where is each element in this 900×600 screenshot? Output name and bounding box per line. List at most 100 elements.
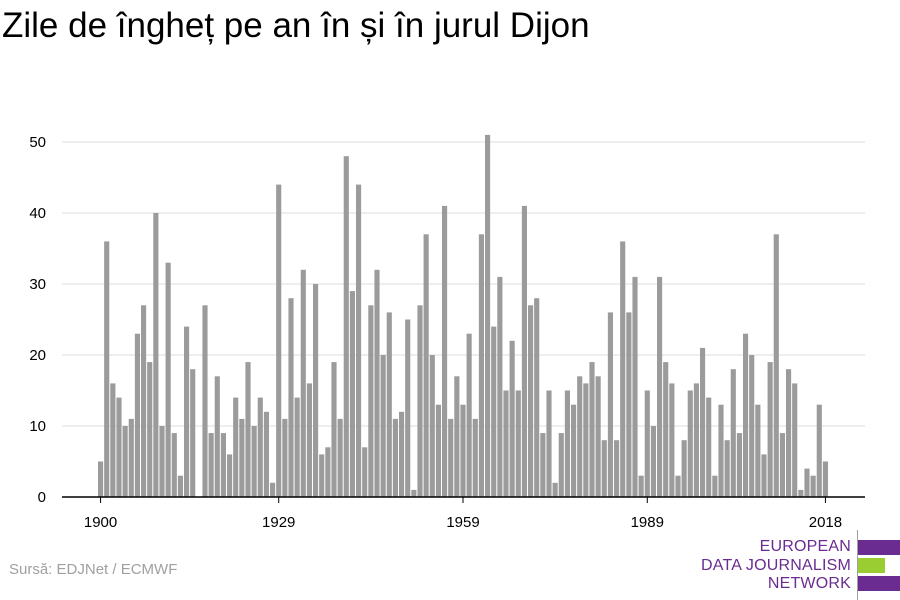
bar-1928 — [270, 482, 276, 497]
bar-1992 — [663, 362, 669, 497]
bar-1945 — [374, 269, 380, 497]
bar-1999 — [706, 397, 712, 497]
bar-1942 — [356, 184, 362, 497]
bar-1962 — [478, 234, 484, 498]
bar-1953 — [423, 234, 429, 498]
bar-1957 — [448, 418, 454, 497]
bar-1969 — [521, 205, 527, 497]
bar-1915 — [190, 369, 196, 497]
y-tick-label: 40 — [29, 205, 46, 222]
bar-1997 — [693, 383, 699, 497]
bar-1972 — [540, 433, 546, 497]
bar-1901 — [104, 241, 110, 497]
bar-1998 — [700, 347, 706, 497]
bar-1939 — [337, 418, 343, 497]
bar-1933 — [300, 269, 306, 497]
y-tick-label: 20 — [29, 347, 46, 364]
bar-2007 — [755, 404, 761, 497]
bar-1961 — [472, 418, 478, 497]
bar-1940 — [343, 156, 349, 497]
y-tick-label: 30 — [29, 276, 46, 293]
x-tick-label: 1929 — [262, 514, 295, 531]
bar-1930 — [282, 418, 288, 497]
bar-1938 — [331, 362, 337, 497]
bar-1985 — [620, 241, 626, 497]
bar-1904 — [122, 426, 128, 497]
bar-1968 — [515, 390, 521, 497]
logo-line-2: DATA JOURNALISM — [701, 557, 851, 574]
bar-1948 — [392, 418, 398, 497]
bar-1989 — [644, 390, 650, 497]
bar-1919 — [214, 376, 220, 497]
bar-1903 — [116, 397, 122, 497]
bar-1918 — [208, 433, 214, 497]
chart-title: Zile de îngheț pe an în și în jurul Dijo… — [2, 6, 590, 45]
bar-1970 — [528, 305, 534, 497]
bar-1911 — [165, 262, 171, 497]
bar-1977 — [571, 404, 577, 497]
bar-1967 — [509, 340, 515, 497]
bar-1979 — [583, 383, 589, 497]
bar-1978 — [577, 376, 583, 497]
bar-2001 — [718, 404, 724, 497]
bar-1958 — [454, 376, 460, 497]
bar-1934 — [306, 383, 312, 497]
logo-bar-purple-bottom — [858, 576, 900, 591]
bar-1984 — [614, 440, 620, 497]
bar-1986 — [626, 312, 632, 497]
logo-bar-purple-top — [858, 540, 900, 555]
logo-line-3: NETWORK — [767, 575, 851, 592]
bar-1931 — [288, 298, 294, 497]
bars — [98, 134, 828, 498]
bar-1900 — [98, 461, 104, 497]
bar-1936 — [319, 454, 325, 497]
bar-1987 — [632, 276, 638, 497]
bar-1925 — [251, 426, 257, 497]
bar-1959 — [460, 404, 466, 497]
logo-line-1: EUROPEAN — [759, 538, 851, 555]
bar-1920 — [220, 433, 226, 497]
bar-1937 — [325, 447, 331, 497]
bar-1905 — [128, 418, 134, 497]
bar-2018 — [822, 461, 828, 497]
bar-2012 — [786, 369, 792, 497]
bar-1966 — [503, 390, 509, 497]
bar-1924 — [245, 362, 251, 497]
bar-1921 — [227, 454, 233, 497]
bar-1914 — [184, 326, 190, 497]
bar-2008 — [761, 454, 767, 497]
bar-1944 — [368, 305, 374, 497]
bar-2003 — [730, 369, 736, 497]
bar-1981 — [595, 376, 601, 497]
bar-1943 — [362, 447, 368, 497]
bar-1922 — [233, 397, 239, 497]
bar-1955 — [435, 404, 441, 497]
bar-2009 — [767, 362, 773, 497]
bar-1906 — [134, 333, 140, 497]
bar-1994 — [675, 475, 681, 497]
bar-1996 — [687, 390, 693, 497]
bar-1951 — [411, 489, 417, 497]
bar-1971 — [534, 298, 540, 497]
bar-1988 — [638, 475, 644, 497]
bar-1946 — [380, 355, 386, 497]
bar-1956 — [442, 205, 448, 497]
bar-1913 — [177, 475, 183, 497]
x-tick-label: 1989 — [631, 514, 664, 531]
bar-1973 — [546, 390, 552, 497]
bar-1964 — [491, 326, 497, 497]
bar-2015 — [804, 468, 810, 497]
bar-1965 — [497, 276, 503, 497]
bar-1929 — [276, 184, 282, 497]
bar-2013 — [792, 383, 798, 497]
bar-1909 — [153, 213, 159, 497]
bar-2017 — [816, 404, 822, 497]
x-tick-label: 2018 — [809, 514, 842, 531]
bar-1910 — [159, 426, 165, 497]
bar-1960 — [466, 333, 472, 497]
edjnet-logo: EUROPEAN DATA JOURNALISM NETWORK — [700, 530, 900, 600]
bar-1983 — [607, 312, 613, 497]
bar-2010 — [773, 234, 779, 498]
bar-2004 — [736, 433, 742, 497]
